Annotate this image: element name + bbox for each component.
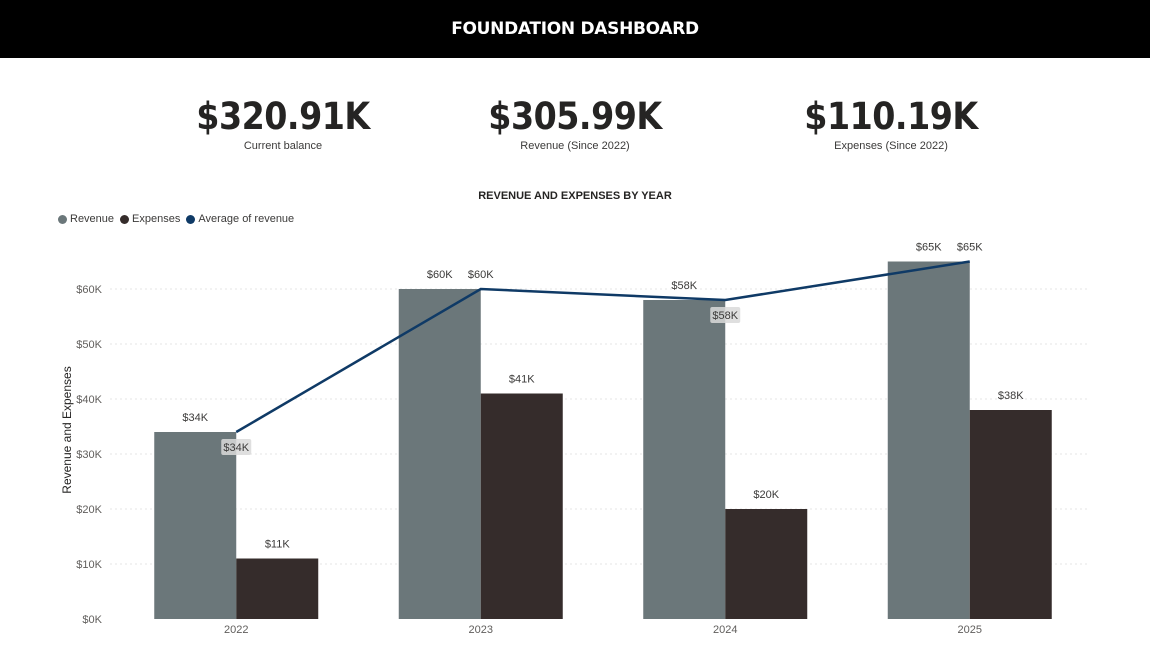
kpi-label: Current balance (243, 140, 323, 152)
y-tick-label: $40K (76, 394, 102, 406)
bar-expenses (725, 509, 808, 619)
legend-item-revenue[interactable]: Revenue (58, 213, 114, 225)
data-label-revenue: $34K (182, 412, 208, 424)
x-tick-label: 2022 (224, 624, 248, 636)
y-tick-label: $20K (76, 504, 102, 516)
kpi-label: Revenue (Since 2022) (520, 140, 630, 152)
kpi-card-revenue[interactable]: $305.99K Revenue (Since 2022) (445, 92, 705, 152)
data-label-expenses: $20K (753, 489, 779, 501)
legend-item-expenses[interactable]: Expenses (120, 213, 180, 225)
dashboard-header: FOUNDATION DASHBOARD (0, 0, 1150, 58)
kpi-card-current-balance[interactable]: $320.91K Current balance (153, 92, 413, 152)
data-label-expenses: $41K (509, 374, 535, 386)
y-tick-label: $30K (76, 449, 102, 461)
legend-label: Revenue (70, 213, 115, 225)
legend-dot-revenue (58, 214, 67, 224)
data-label-revenue: $58K (671, 280, 697, 292)
bar-revenue (398, 289, 481, 619)
average-label-bg (710, 307, 741, 323)
data-label-average: $65K (957, 242, 983, 254)
bar-revenue (154, 432, 237, 619)
x-tick-label: 2025 (958, 624, 982, 636)
bar-revenue (643, 300, 726, 619)
legend-label: Expenses (132, 213, 181, 225)
data-label-revenue: $60K (427, 269, 453, 281)
kpi-value: $305.99K (488, 95, 662, 138)
y-tick-label: $50K (76, 339, 102, 351)
dashboard-title: FOUNDATION DASHBOARD (451, 19, 699, 39)
y-tick-label: $60K (76, 284, 102, 296)
kpi-value: $320.91K (196, 95, 370, 138)
legend-label: Average of revenue (198, 213, 295, 225)
legend-dot-expenses (120, 214, 130, 224)
x-tick-label: 2023 (469, 624, 493, 636)
y-tick-label: $0K (82, 614, 102, 626)
x-tick-label: 2024 (713, 624, 737, 636)
line-average-of-revenue (235, 260, 970, 434)
bar-expenses (236, 558, 319, 619)
kpi-card-expenses[interactable]: $110.19K Expenses (Since 2022) (761, 92, 1021, 152)
bar-expenses (969, 410, 1052, 619)
chart-legend: Revenue Expenses Average of revenue (58, 213, 294, 225)
average-label-bg (221, 439, 252, 455)
kpi-label: Expenses (Since 2022) (834, 140, 948, 152)
kpi-value: $110.19K (804, 95, 978, 138)
bar-revenue (887, 261, 970, 619)
data-label-average: $58K (712, 310, 738, 322)
data-label-average: $60K (468, 269, 494, 281)
data-label-expenses: $38K (998, 390, 1024, 402)
y-tick-label: $10K (76, 559, 102, 571)
data-label-average: $34K (223, 442, 249, 454)
data-label-revenue: $65K (916, 242, 942, 254)
chart-title: REVENUE AND EXPENSES BY YEAR (478, 190, 672, 202)
data-label-expenses: $11K (265, 539, 291, 551)
legend-dot-average (186, 214, 196, 224)
legend-item-average[interactable]: Average of revenue (186, 213, 294, 225)
bar-expenses (480, 393, 563, 619)
